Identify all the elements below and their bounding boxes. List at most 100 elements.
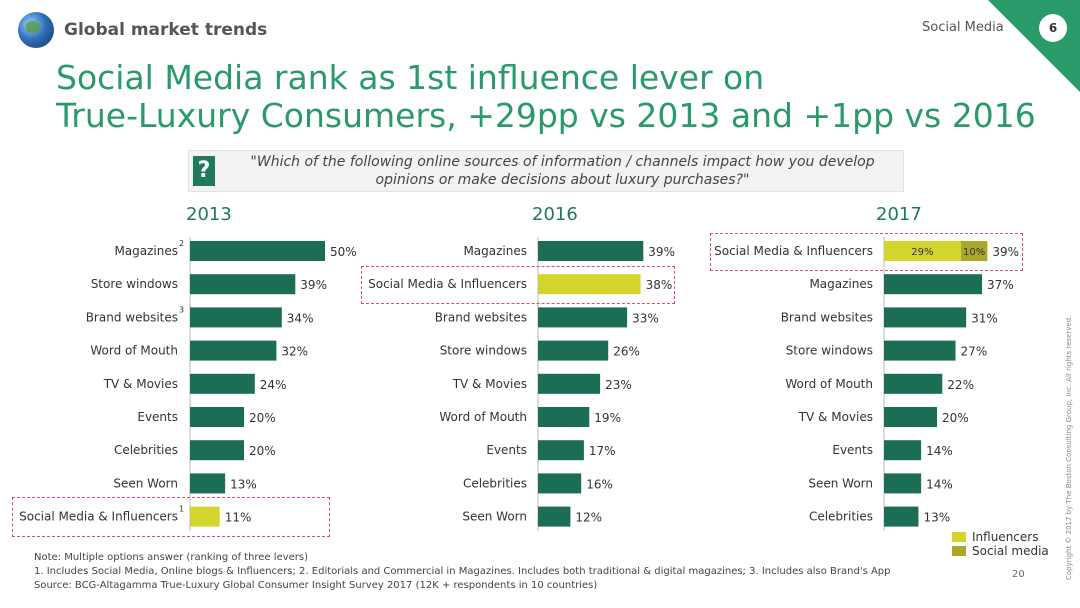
bar bbox=[884, 506, 919, 527]
bar bbox=[884, 307, 967, 328]
chart-title-2017: 2017 bbox=[876, 204, 922, 225]
bar-value-label: 14% bbox=[926, 444, 953, 458]
legend-swatch bbox=[952, 546, 966, 556]
bar bbox=[538, 340, 609, 361]
category-label: Celebrities bbox=[463, 476, 527, 490]
bar-value-label: 24% bbox=[260, 378, 287, 392]
bar bbox=[190, 274, 296, 295]
bar bbox=[190, 473, 226, 494]
bar-value-label: 22% bbox=[947, 378, 974, 392]
bar bbox=[538, 440, 584, 461]
bar-value-label: 37% bbox=[987, 278, 1014, 292]
bar-value-label: 13% bbox=[230, 477, 257, 491]
bar bbox=[538, 373, 601, 394]
globe-icon bbox=[18, 12, 54, 48]
category-label: Social Media & Influencers bbox=[19, 510, 178, 524]
category-label: Brand websites bbox=[435, 310, 527, 324]
highlight-box-2016 bbox=[361, 266, 675, 304]
category-label: Seen Worn bbox=[113, 476, 178, 490]
bar bbox=[884, 274, 983, 295]
bar-value-label: 23% bbox=[605, 378, 632, 392]
footnote-note: Note: Multiple options answer (ranking o… bbox=[34, 552, 309, 563]
bar bbox=[538, 241, 644, 261]
copyright-text: Copyright © 2017 by The Boston Consultin… bbox=[1065, 315, 1073, 580]
page-number-badge: 6 bbox=[1039, 14, 1067, 42]
bar-value-label: 20% bbox=[249, 444, 276, 458]
bar-value-label: 20% bbox=[249, 411, 276, 425]
bar bbox=[538, 407, 590, 427]
bar bbox=[884, 407, 937, 427]
legend-item-social-media: Social media bbox=[952, 544, 1049, 558]
headline-line-2: True-Luxury Consumers, +29pp vs 2013 and… bbox=[56, 96, 1036, 135]
category-label: Brand websites bbox=[86, 310, 178, 324]
question-text: "Which of the following online sources o… bbox=[250, 154, 875, 188]
legend-item-influencers: Influencers bbox=[952, 530, 1049, 544]
category-label: Celebrities bbox=[809, 510, 873, 524]
category-label: Seen Worn bbox=[808, 476, 873, 490]
bar-value-label: 13% bbox=[923, 511, 950, 525]
bar-segment-label: 10% bbox=[963, 247, 985, 258]
bar-value-label: 27% bbox=[961, 345, 988, 359]
bar-value-label: 14% bbox=[926, 477, 953, 491]
bar-value-label: 50% bbox=[330, 245, 357, 259]
bar bbox=[190, 340, 277, 361]
category-label: TV & Movies bbox=[798, 410, 873, 424]
bar bbox=[190, 373, 255, 394]
bar-value-label: 17% bbox=[589, 444, 616, 458]
question-box bbox=[188, 150, 904, 192]
bar bbox=[190, 440, 244, 461]
category-label: Celebrities bbox=[114, 443, 178, 457]
bar-value-label: 32% bbox=[281, 345, 308, 359]
category-label: Social Media & Influencers bbox=[714, 244, 873, 258]
category-label: Magazines bbox=[463, 244, 527, 258]
bar-value-label: 20% bbox=[942, 411, 969, 425]
legend-swatch bbox=[952, 532, 966, 542]
corner-label: Social Media bbox=[922, 20, 1004, 35]
bar bbox=[884, 340, 956, 361]
highlight-box-2017 bbox=[710, 233, 1023, 271]
bar-value-label: 31% bbox=[971, 311, 998, 325]
bar bbox=[538, 473, 582, 494]
category-footnote-marker: 2 bbox=[179, 239, 184, 248]
category-footnote-marker: 3 bbox=[179, 305, 184, 314]
bar-value-label: 12% bbox=[575, 511, 602, 525]
category-label: Events bbox=[832, 443, 873, 457]
highlight-box-2013 bbox=[12, 497, 330, 537]
bar bbox=[884, 373, 943, 394]
category-label: Brand websites bbox=[781, 310, 873, 324]
category-footnote-marker: 1 bbox=[179, 505, 184, 514]
category-label: Word of Mouth bbox=[439, 410, 527, 424]
bar bbox=[190, 407, 244, 427]
bar-value-label: 38% bbox=[646, 278, 673, 292]
bar-value-label: 16% bbox=[586, 477, 613, 491]
category-label: Word of Mouth bbox=[90, 344, 178, 358]
category-label: Social Media & Influencers bbox=[368, 277, 527, 291]
legend-label: Social media bbox=[972, 544, 1049, 558]
bar bbox=[884, 473, 922, 494]
bar-segment bbox=[960, 241, 988, 261]
footnote-source: Source: BCG-Altagamma True-Luxury Global… bbox=[34, 580, 598, 591]
legend-label: Influencers bbox=[972, 530, 1039, 544]
category-label: Magazines bbox=[114, 244, 178, 258]
category-label: TV & Movies bbox=[452, 377, 527, 391]
bar bbox=[190, 307, 282, 328]
bar-value-label: 39% bbox=[300, 278, 327, 292]
category-label: Store windows bbox=[440, 344, 527, 358]
question-icon: ? bbox=[193, 156, 215, 186]
bar-value-label: 34% bbox=[287, 311, 314, 325]
bar-value-label: 19% bbox=[594, 411, 621, 425]
bar bbox=[538, 307, 628, 328]
bar bbox=[190, 506, 220, 527]
bar bbox=[538, 274, 641, 295]
category-label: Store windows bbox=[91, 277, 178, 291]
bar bbox=[884, 440, 922, 461]
footnote-line-1: 1. Includes Social Media, Online blogs &… bbox=[34, 566, 891, 577]
bar bbox=[538, 506, 571, 527]
corner-triangle bbox=[988, 0, 1080, 92]
category-label: Events bbox=[486, 443, 527, 457]
category-label: Events bbox=[137, 410, 178, 424]
legend: Influencers Social media bbox=[952, 530, 1049, 558]
bar-value-label: 39% bbox=[992, 245, 1019, 259]
category-label: Seen Worn bbox=[462, 510, 527, 524]
footnotes: Note: Multiple options answer (ranking o… bbox=[34, 551, 891, 593]
